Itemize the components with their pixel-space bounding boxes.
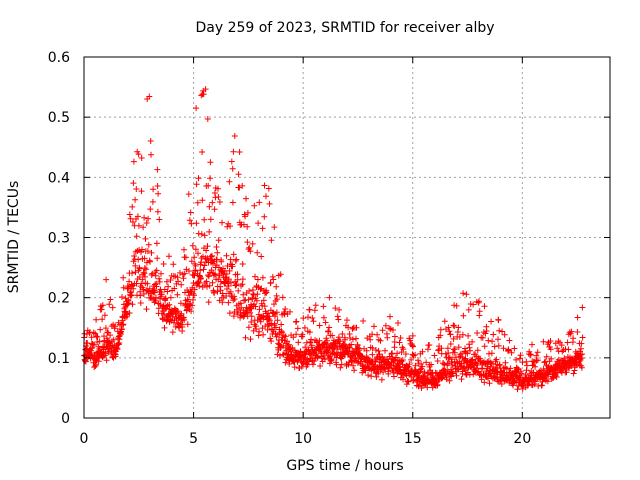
y-tick-label: 0.1 bbox=[48, 351, 70, 367]
x-tick-label: 10 bbox=[294, 431, 312, 447]
y-tick-label: 0.3 bbox=[48, 231, 70, 247]
chart-title: Day 259 of 2023, SRMTID for receiver alb… bbox=[195, 20, 494, 36]
x-tick-label: 5 bbox=[189, 431, 198, 447]
plot-frame bbox=[83, 56, 611, 419]
x-tick-label: 0 bbox=[80, 431, 89, 447]
y-axis-ticks: 0 0.1 0.2 0.3 0.4 0.5 0.6 bbox=[48, 50, 610, 427]
data-points bbox=[81, 86, 586, 393]
x-tick-label: 15 bbox=[404, 431, 422, 447]
y-tick-label: 0.4 bbox=[48, 170, 70, 186]
y-axis-title: SRMTID / TECUs bbox=[6, 181, 22, 294]
x-axis-ticks: 0 5 10 15 20 bbox=[80, 57, 531, 447]
y-tick-label: 0.5 bbox=[48, 110, 70, 126]
x-tick-label: 20 bbox=[513, 431, 531, 447]
x-axis-title: GPS time / hours bbox=[286, 458, 403, 474]
y-tick-label: 0.6 bbox=[48, 50, 70, 66]
y-tick-label: 0.2 bbox=[48, 291, 70, 307]
y-tick-label: 0 bbox=[61, 411, 70, 427]
srmtid-point-markers bbox=[81, 86, 586, 393]
